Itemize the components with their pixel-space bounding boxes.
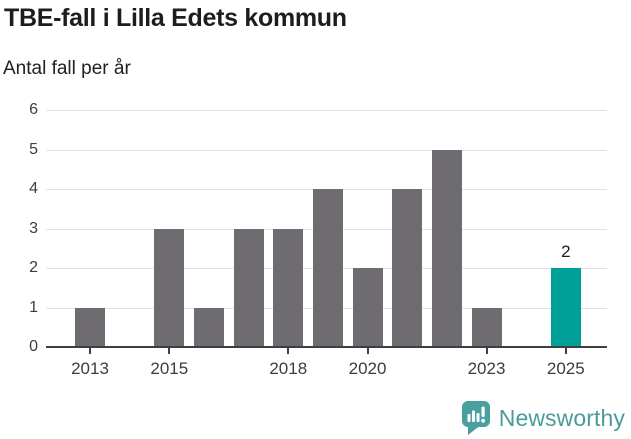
y-tick-label-0: 0	[29, 338, 38, 355]
y-tick-label-4: 4	[29, 180, 38, 197]
bar-2017	[233, 228, 264, 346]
y-tick-label-6: 6	[29, 101, 38, 118]
x-tick-label-2025: 2025	[546, 359, 585, 378]
newsworthy-logo: Newsworthy	[461, 400, 625, 436]
newsworthy-wordmark: Newsworthy	[498, 404, 625, 431]
chart-title: TBE-fall i Lilla Edets kommun	[4, 4, 347, 32]
bar-2016	[193, 307, 224, 346]
x-tick-label-2018: 2018	[269, 359, 308, 378]
gridline-y5	[46, 149, 607, 151]
x-tick-label-2020: 2020	[348, 359, 387, 378]
bar-2020	[352, 268, 383, 346]
bar-2013	[75, 307, 105, 346]
bar-2018	[273, 228, 304, 346]
y-tick-label-3: 3	[29, 219, 38, 237]
bar-2019	[312, 189, 343, 346]
chart-subtitle: Antal fall per år	[3, 58, 131, 79]
x-tick-2020	[366, 348, 369, 354]
y-tick-label-2: 2	[29, 259, 38, 276]
x-axis-line	[46, 345, 607, 348]
x-tick-label-2015: 2015	[150, 359, 189, 378]
gridline-y6	[46, 110, 607, 111]
bar-2023	[471, 307, 502, 346]
x-tick-2015	[168, 348, 171, 354]
bar-2022	[431, 149, 462, 346]
x-tick-2023	[485, 348, 488, 354]
bar-2015	[154, 228, 185, 346]
x-tick-label-2023: 2023	[467, 359, 506, 378]
y-tick-label-5: 5	[29, 140, 38, 158]
bar-2021	[392, 189, 423, 346]
x-tick-2013	[89, 348, 91, 354]
x-tick-label-2013: 2013	[71, 359, 109, 378]
bar-value-label-2025: 2	[561, 242, 571, 261]
x-tick-2025	[564, 348, 567, 354]
y-tick-label-1: 1	[29, 298, 38, 316]
bar-chart-speech-bubble-icon	[461, 401, 490, 435]
bar-2025	[550, 268, 581, 346]
x-tick-2018	[287, 348, 290, 354]
